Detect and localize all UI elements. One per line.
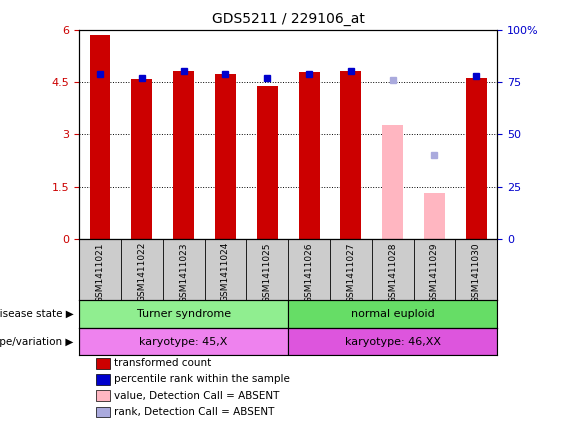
Text: GSM1411027: GSM1411027: [346, 242, 355, 302]
Text: GSM1411022: GSM1411022: [137, 242, 146, 302]
Bar: [89, 35, 111, 239]
Text: Turner syndrome: Turner syndrome: [137, 309, 231, 319]
Bar: [79, 328, 288, 355]
Bar: [257, 86, 278, 239]
Text: GSM1411023: GSM1411023: [179, 242, 188, 302]
Text: disease state ▶: disease state ▶: [0, 309, 73, 319]
Text: percentile rank within the sample: percentile rank within the sample: [114, 374, 290, 385]
Bar: [288, 328, 497, 355]
Bar: [466, 78, 486, 239]
Text: GSM1411025: GSM1411025: [263, 242, 272, 302]
Text: GSM1411021: GSM1411021: [95, 242, 105, 302]
Bar: [298, 72, 319, 239]
Bar: [79, 300, 288, 328]
Text: GSM1411024: GSM1411024: [221, 242, 230, 302]
Title: GDS5211 / 229106_at: GDS5211 / 229106_at: [212, 12, 364, 26]
Text: normal euploid: normal euploid: [351, 309, 434, 319]
Text: karyotype: 46,XX: karyotype: 46,XX: [345, 337, 441, 346]
Text: GSM1411026: GSM1411026: [305, 242, 314, 302]
Text: GSM1411028: GSM1411028: [388, 242, 397, 302]
Bar: [288, 300, 497, 328]
Bar: [215, 74, 236, 239]
Bar: [424, 193, 445, 239]
Text: genotype/variation ▶: genotype/variation ▶: [0, 337, 73, 346]
Text: GSM1411030: GSM1411030: [472, 242, 481, 303]
Text: GSM1411029: GSM1411029: [430, 242, 439, 302]
Bar: [382, 124, 403, 239]
Bar: [340, 71, 361, 239]
Text: karyotype: 45,X: karyotype: 45,X: [140, 337, 228, 346]
Bar: [131, 79, 153, 239]
Text: value, Detection Call = ABSENT: value, Detection Call = ABSENT: [114, 390, 280, 401]
Text: transformed count: transformed count: [114, 358, 211, 368]
Bar: [173, 71, 194, 239]
Text: rank, Detection Call = ABSENT: rank, Detection Call = ABSENT: [114, 407, 275, 417]
